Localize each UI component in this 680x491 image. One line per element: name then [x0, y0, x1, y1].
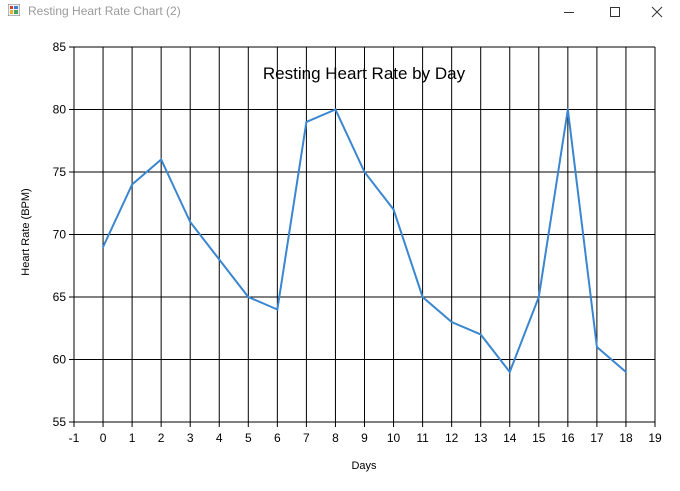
close-button[interactable]	[634, 0, 680, 24]
data-point	[595, 346, 598, 348]
data-point	[247, 296, 250, 298]
close-icon	[651, 6, 663, 18]
x-tick-label: 3	[187, 431, 194, 445]
x-tick-label: 2	[158, 431, 165, 445]
data-point	[508, 371, 511, 373]
chart-area: -1 0 1 2 3 4 5 6 7 8 9 10 11 12 13 14 15 16 17 18 19 55 60 65 70…	[0, 24, 680, 486]
x-tick-label: 19	[648, 431, 662, 445]
x-tick-label: -1	[69, 431, 80, 445]
data-point	[624, 371, 627, 373]
series-layer	[102, 108, 627, 375]
data-point	[131, 183, 134, 186]
y-tick-label: 70	[53, 228, 67, 242]
window-titlebar: Resting Heart Rate Chart (2)	[0, 0, 680, 24]
x-tick-label: 18	[619, 431, 633, 445]
x-tick-label: 16	[561, 431, 575, 445]
y-tick-label: 65	[53, 290, 67, 304]
data-point	[305, 121, 308, 123]
x-tick-label: 8	[332, 431, 339, 445]
data-point	[421, 296, 424, 298]
y-axis-label: Heart Rate (BPM)	[20, 188, 32, 275]
x-tick-label: 15	[532, 431, 546, 445]
x-tick-label: 4	[216, 431, 223, 445]
data-point	[566, 108, 569, 111]
x-tick-label: 11	[416, 431, 429, 445]
maximize-button[interactable]	[592, 0, 638, 24]
maximize-icon	[610, 7, 620, 17]
x-axis-label: Days	[351, 460, 377, 472]
data-point	[334, 108, 337, 111]
x-tick-label: 6	[274, 431, 281, 445]
y-tick-label: 80	[53, 103, 67, 117]
data-point	[102, 246, 105, 248]
data-point	[450, 321, 453, 323]
x-tick-label: 14	[503, 431, 517, 445]
x-tick-label: 13	[474, 431, 488, 445]
y-tick-label: 55	[53, 415, 67, 429]
x-tick-label: 10	[387, 431, 401, 445]
x-tick-label: 17	[590, 431, 604, 445]
y-tick-label: 75	[53, 165, 67, 179]
line-chart: -1 0 1 2 3 4 5 6 7 8 9 10 11 12 13 14 15 16 17 18 1955606570…	[20, 40, 662, 472]
data-point	[276, 308, 279, 311]
x-tick-label: 0	[100, 431, 107, 445]
app-chart-icon	[8, 4, 20, 16]
y-tick-label: 60	[53, 353, 67, 367]
x-tick-label: 7	[303, 431, 310, 445]
data-point	[537, 296, 540, 298]
data-point	[218, 258, 221, 261]
data-point	[189, 221, 192, 223]
minimize-icon	[564, 12, 574, 13]
minimize-button[interactable]	[546, 0, 592, 24]
tick-labels: -1 0 1 2 3 4 5 6 7 8 9 10 11 12 13 14 15 16 17 18 1955606570…	[53, 40, 662, 445]
data-point	[392, 208, 395, 211]
x-tick-label: 5	[245, 431, 252, 445]
data-point	[363, 171, 366, 173]
x-tick-label: 12	[445, 431, 459, 445]
x-tick-label: 1	[129, 431, 136, 445]
x-tick-label: 9	[361, 431, 368, 445]
grid-lines	[69, 46, 656, 427]
window-title: Resting Heart Rate Chart (2)	[28, 4, 181, 18]
chart-title: Resting Heart Rate by Day	[263, 64, 466, 83]
data-point	[479, 333, 482, 336]
data-point	[160, 158, 163, 161]
y-tick-label: 85	[53, 40, 67, 54]
